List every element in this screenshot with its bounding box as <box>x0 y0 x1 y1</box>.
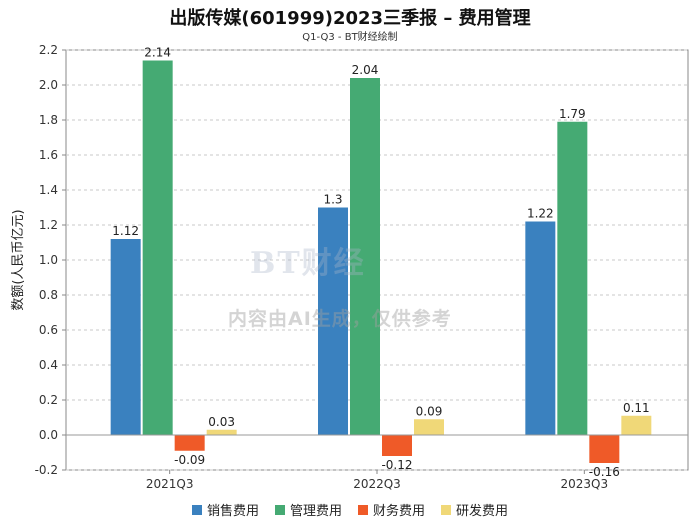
watermark-logo: BT财经 <box>250 246 366 281</box>
bar <box>525 221 556 435</box>
bar <box>557 121 588 435</box>
chart-subtitle: Q1-Q3 - BT财经绘制 <box>302 32 398 43</box>
x-tick-label: 2021Q3 <box>146 477 194 491</box>
y-tick-label: 2.0 <box>39 78 58 92</box>
data-label: -0.12 <box>381 458 412 472</box>
y-tick-label: 0.0 <box>39 428 58 442</box>
data-label: 0.11 <box>623 401 650 415</box>
legend-label-admin: 管理费用 <box>289 504 342 519</box>
y-tick-label: 1.0 <box>39 253 58 267</box>
bar <box>318 207 348 435</box>
data-label: 0.09 <box>416 404 443 418</box>
data-label: 0.03 <box>208 415 235 429</box>
legend-swatch-sales <box>191 504 202 515</box>
legend-label-sales: 销售费用 <box>206 504 259 519</box>
legend-swatch-finance <box>358 504 368 515</box>
bar <box>589 435 620 463</box>
legend-item: 管理费用 <box>274 500 342 519</box>
y-tick-label: 1.2 <box>39 218 58 232</box>
bar <box>382 435 412 456</box>
y-tick-label: 1.8 <box>39 113 58 127</box>
legend-item: 财务费用 <box>358 500 425 519</box>
legend-label-finance: 财务费用 <box>373 504 426 519</box>
data-label: 1.3 <box>323 193 342 207</box>
x-tick-label: 2022Q3 <box>353 477 401 491</box>
legend-label-rnd: 研发费用 <box>456 504 509 519</box>
bar <box>350 78 380 435</box>
bar <box>621 415 652 435</box>
y-tick-label: 2.2 <box>39 43 58 57</box>
data-label: 1.12 <box>112 224 139 238</box>
y-tick-label: 0.8 <box>39 288 58 302</box>
watermark-notice: 内容由AI生成，仅供参考 <box>228 308 452 330</box>
bar <box>110 239 141 435</box>
data-label: 1.22 <box>527 207 554 221</box>
y-tick-label: 0.2 <box>39 393 58 407</box>
legend-swatch-admin <box>274 504 285 515</box>
data-label: 2.14 <box>144 46 171 60</box>
y-tick-label: -0.2 <box>35 463 58 477</box>
y-tick-label: 0.4 <box>39 358 58 372</box>
bar <box>142 60 173 435</box>
bar <box>414 419 444 435</box>
data-label: 2.04 <box>352 63 379 77</box>
y-tick-label: 1.4 <box>39 183 58 197</box>
bar <box>174 435 205 451</box>
chart-title: 出版传媒(601999)2023三季报 – 费用管理 <box>169 8 531 29</box>
legend-item: 销售费用 <box>191 500 259 519</box>
y-tick-label: 0.6 <box>39 323 58 337</box>
data-label: -0.16 <box>589 465 620 479</box>
legend: 销售费用 管理费用 财务费用 研发费用 <box>0 500 700 519</box>
legend-item: 研发费用 <box>441 500 508 519</box>
legend-swatch-rnd <box>441 504 452 515</box>
data-label: -0.09 <box>174 453 205 467</box>
y-axis-label: 数额(人民币亿元) <box>11 209 26 310</box>
x-tick-label: 2023Q3 <box>561 477 609 491</box>
data-label: 1.79 <box>559 107 586 121</box>
bar <box>206 429 237 435</box>
y-tick-label: 1.6 <box>39 148 58 162</box>
